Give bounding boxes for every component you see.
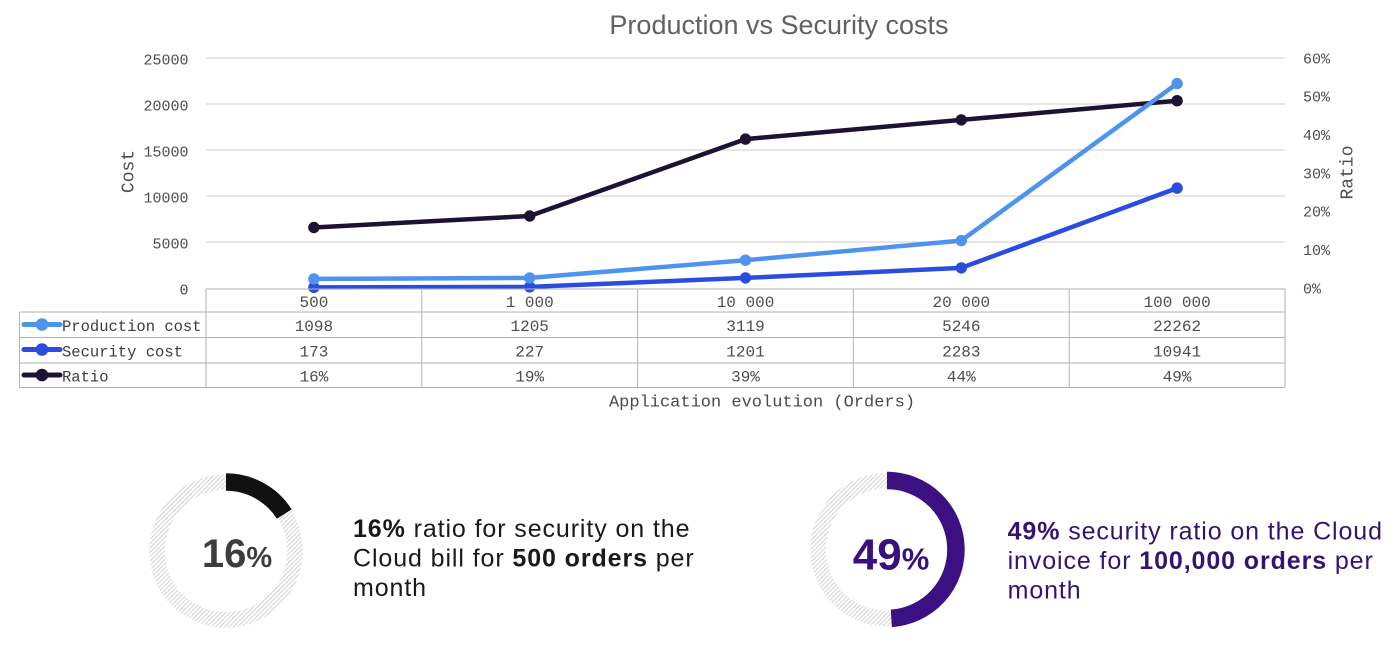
svg-text:173: 173 xyxy=(299,344,328,362)
svg-text:39%: 39% xyxy=(731,369,760,387)
svg-text:16%: 16% xyxy=(202,532,273,576)
svg-text:16% ratio for security on the: 16% ratio for security on the xyxy=(353,515,690,543)
svg-text:49%: 49% xyxy=(853,531,930,580)
svg-text:227: 227 xyxy=(515,344,544,362)
svg-text:50%: 50% xyxy=(1303,90,1331,107)
svg-text:10%: 10% xyxy=(1303,243,1331,260)
svg-text:Ratio: Ratio xyxy=(62,369,109,387)
svg-text:25000: 25000 xyxy=(143,52,188,69)
svg-text:0: 0 xyxy=(179,282,188,299)
svg-text:500: 500 xyxy=(299,294,328,312)
svg-text:Cloud bill for 500 orders per: Cloud bill for 500 orders per xyxy=(353,544,695,572)
svg-text:Application evolution (Orders): Application evolution (Orders) xyxy=(609,394,915,413)
svg-text:22262: 22262 xyxy=(1153,318,1201,336)
svg-text:10 000: 10 000 xyxy=(717,294,775,312)
svg-text:49%: 49% xyxy=(1163,369,1192,387)
svg-text:20 000: 20 000 xyxy=(932,294,990,312)
svg-text:20000: 20000 xyxy=(143,98,188,115)
svg-text:100 000: 100 000 xyxy=(1143,294,1210,312)
svg-text:1098: 1098 xyxy=(295,318,333,336)
svg-text:60%: 60% xyxy=(1303,51,1331,68)
svg-text:Cost: Cost xyxy=(120,150,140,193)
svg-text:1 000: 1 000 xyxy=(506,294,554,312)
svg-text:5000: 5000 xyxy=(152,236,188,253)
svg-text:10941: 10941 xyxy=(1153,344,1201,362)
svg-text:1205: 1205 xyxy=(510,318,548,336)
svg-text:Production cost: Production cost xyxy=(62,318,202,336)
svg-text:49% security ratio on the Clou: 49% security ratio on the Cloud xyxy=(1008,518,1383,546)
svg-text:44%: 44% xyxy=(947,369,976,387)
svg-text:5246: 5246 xyxy=(942,318,980,336)
svg-text:Ratio: Ratio xyxy=(1339,145,1359,199)
svg-text:20%: 20% xyxy=(1303,205,1331,222)
svg-text:0%: 0% xyxy=(1303,281,1322,298)
svg-text:10000: 10000 xyxy=(143,190,188,207)
svg-text:2283: 2283 xyxy=(942,344,980,362)
svg-text:3119: 3119 xyxy=(726,318,764,336)
svg-text:40%: 40% xyxy=(1303,128,1331,145)
svg-text:month: month xyxy=(1008,576,1082,604)
svg-text:15000: 15000 xyxy=(143,144,188,161)
svg-text:Security cost: Security cost xyxy=(62,344,183,362)
svg-text:Production vs Security costs: Production vs Security costs xyxy=(609,10,948,40)
svg-text:30%: 30% xyxy=(1303,166,1331,183)
svg-text:19%: 19% xyxy=(515,369,544,387)
svg-text:month: month xyxy=(353,574,427,602)
svg-text:1201: 1201 xyxy=(726,344,764,362)
svg-text:invoice for 100,000 orders per: invoice for 100,000 orders per xyxy=(1008,547,1374,575)
svg-text:16%: 16% xyxy=(299,369,328,387)
